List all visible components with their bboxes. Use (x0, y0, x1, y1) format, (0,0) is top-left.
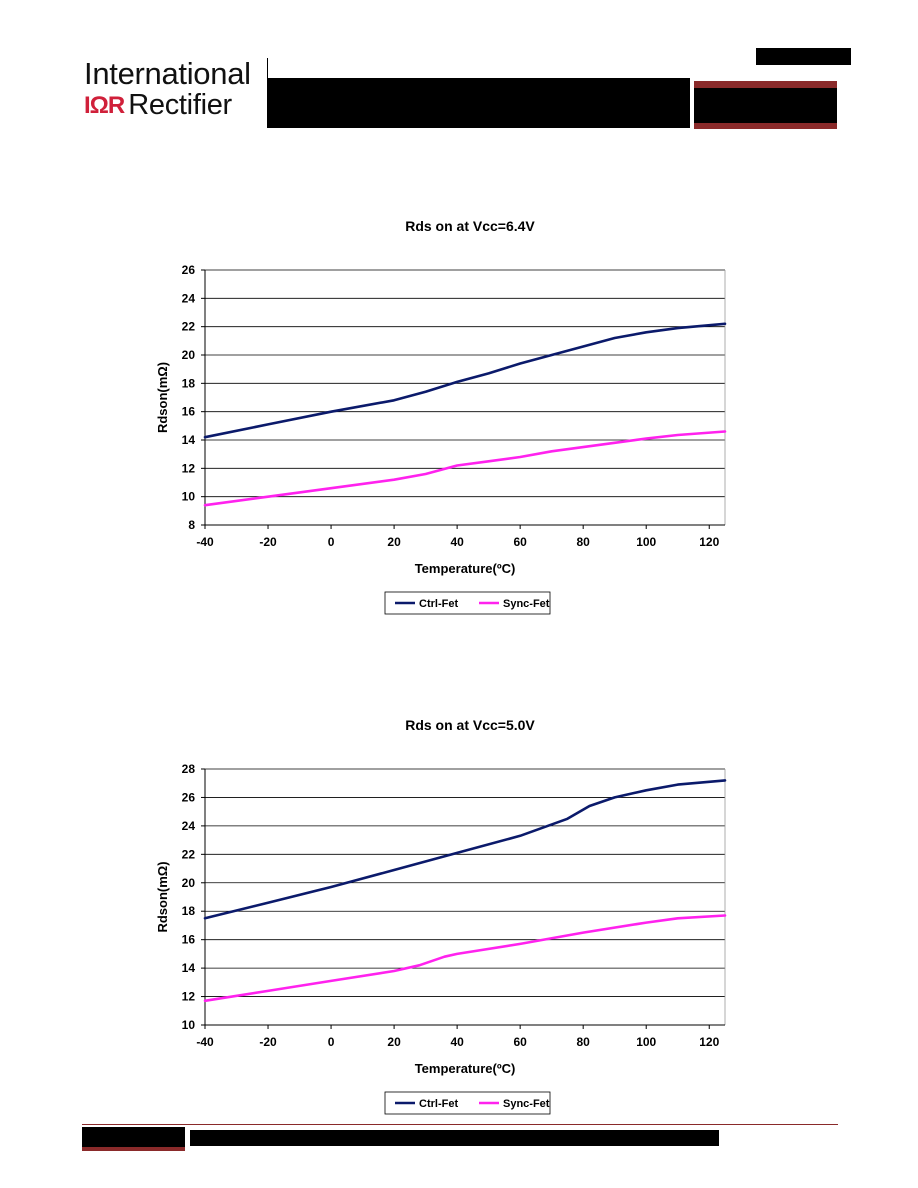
y-tick-label: 12 (182, 461, 196, 475)
y-tick-label: 22 (182, 847, 196, 861)
series-line-ctrl-fet (203, 779, 727, 920)
x-tick-label: 60 (513, 1035, 527, 1049)
y-tick-label: 26 (182, 790, 196, 804)
y-axis-label: Rdson(mΩ) (155, 861, 170, 932)
y-tick-label: 16 (182, 933, 196, 947)
x-tick-label: 40 (450, 1035, 464, 1049)
y-tick-label: 24 (182, 291, 196, 305)
y-tick-label: 26 (182, 263, 196, 277)
x-tick-label: 100 (636, 535, 656, 549)
logo-text-rectifier: Rectifier (128, 89, 232, 121)
x-tick-label: -40 (196, 535, 214, 549)
y-tick-label: 20 (182, 348, 196, 362)
header-accent-bottom (694, 123, 837, 129)
series-line-sync-fet (203, 430, 727, 507)
legend-box (384, 591, 551, 615)
logo-line2: IΩR Rectifier (84, 89, 232, 123)
series-line-ctrl-fet (203, 322, 727, 439)
y-tick-label: 14 (182, 433, 196, 447)
x-tick-label: 100 (636, 1035, 656, 1049)
x-tick-label: 120 (699, 1035, 719, 1049)
x-tick-label: 80 (577, 1035, 591, 1049)
x-tick-label: 40 (450, 535, 464, 549)
y-tick-label: 8 (188, 518, 195, 532)
x-tick-label: 20 (387, 535, 401, 549)
footer-bar (190, 1130, 719, 1146)
x-axis-label: Temperature(ºC) (415, 561, 516, 576)
y-tick-label: 10 (182, 1018, 196, 1032)
legend-label-sync-fet: Sync-Fet (503, 1098, 550, 1110)
x-tick-label: -40 (196, 1035, 214, 1049)
footer-rule (82, 1124, 838, 1125)
legend-label-sync-fet: Sync-Fet (503, 598, 550, 610)
x-tick-label: 60 (513, 535, 527, 549)
y-tick-label: 12 (182, 990, 196, 1004)
x-tick-label: 120 (699, 535, 719, 549)
x-tick-label: 20 (387, 1035, 401, 1049)
footer-accent (82, 1147, 185, 1151)
x-axis-label: Temperature(ºC) (415, 1061, 516, 1076)
chart-title: Rds on at Vcc=5.0V (405, 717, 535, 733)
footer-page-block (82, 1127, 185, 1147)
x-tick-label: 0 (328, 1035, 335, 1049)
y-tick-label: 10 (182, 490, 196, 504)
chart-title: Rds on at Vcc=6.4V (405, 218, 535, 234)
y-tick-label: 18 (182, 376, 196, 390)
legend-box (384, 1091, 551, 1115)
series-line-sync-fet (203, 914, 727, 1003)
x-tick-label: 0 (328, 535, 335, 549)
company-logo: International IΩR Rectifier (84, 56, 259, 126)
legend-label-ctrl-fet: Ctrl-Fet (419, 598, 458, 610)
x-tick-label: -20 (259, 1035, 277, 1049)
y-tick-label: 14 (182, 961, 196, 975)
y-tick-label: 24 (182, 819, 196, 833)
y-tick-label: 20 (182, 876, 196, 890)
y-axis-label: Rdson(mΩ) (155, 362, 170, 433)
y-tick-label: 18 (182, 904, 196, 918)
header-divider (267, 58, 268, 128)
logo-text-international: International (84, 56, 251, 91)
y-tick-label: 28 (182, 762, 196, 776)
y-tick-label: 22 (182, 320, 196, 334)
header-title-bar (268, 78, 690, 128)
x-tick-label: -20 (259, 535, 277, 549)
x-tick-label: 80 (577, 535, 591, 549)
logo-mark: IΩR (84, 91, 125, 119)
y-tick-label: 16 (182, 405, 196, 419)
header-top-block (756, 48, 851, 65)
header-part-block (694, 88, 837, 123)
legend-label-ctrl-fet: Ctrl-Fet (419, 1098, 458, 1110)
header-accent-top (694, 81, 837, 88)
